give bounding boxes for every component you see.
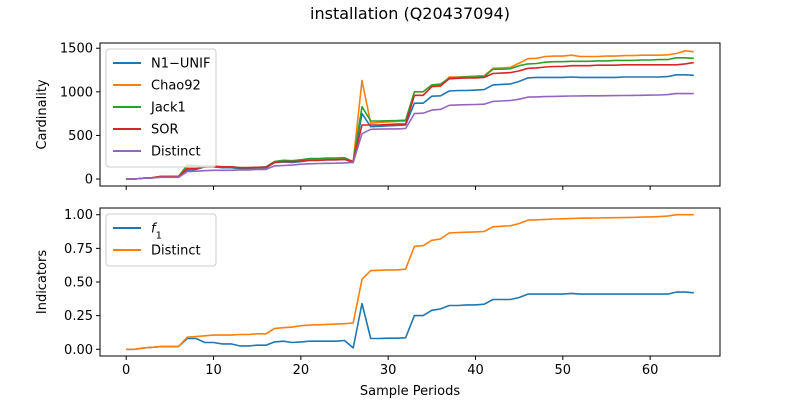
x-tick-label: 30 <box>380 363 397 378</box>
legend-label: Jack1 <box>150 101 186 116</box>
y-tick-label: 0.75 <box>64 242 93 257</box>
x-tick-label: 40 <box>467 363 484 378</box>
legend-box <box>105 48 217 168</box>
y-tick-label: 1500 <box>60 42 93 57</box>
legend-label: Distinct <box>151 145 201 160</box>
y-tick-label: 1000 <box>60 85 93 100</box>
y-tick-label: 500 <box>68 129 93 144</box>
x-axis-label: Sample Periods <box>360 384 460 399</box>
x-tick-label: 0 <box>122 363 130 378</box>
series-line-cardinality-4 <box>126 92 694 180</box>
y-axis-label: Cardinality <box>35 79 50 150</box>
x-tick-label: 50 <box>555 363 572 378</box>
y-tick-label: 1.00 <box>64 208 93 223</box>
legend-label: f1 <box>151 222 162 242</box>
x-tick-label: 60 <box>642 363 659 378</box>
chart-title: installation (Q20437094) <box>310 4 510 23</box>
y-tick-label: 0.25 <box>64 309 93 324</box>
legend-label: Distinct <box>151 244 201 259</box>
series-line-indicators-0 <box>126 291 694 351</box>
legend: f1 Distinct <box>105 213 217 267</box>
x-tick-label: 20 <box>293 363 310 378</box>
y-tick-label: 0.50 <box>64 276 93 291</box>
cardinality-panel: 0 500 1000 1500 Cardinality N1−UNIF Chao92 Jack… <box>35 42 721 190</box>
legend: N1−UNIF Chao92 Jack1 SOR Distinct <box>105 48 217 168</box>
y-tick-label: 0.00 <box>64 343 93 358</box>
plot-frame <box>99 42 721 187</box>
y-tick-label: 0 <box>85 173 93 188</box>
indicators-panel: 0 10 20 30 40 50 60 0.00 0.25 0.50 0.75 1.00 Indicat… <box>35 207 721 399</box>
legend-label: Chao92 <box>151 79 201 94</box>
series-line-indicators-1 <box>126 213 694 351</box>
series-line-cardinality-3 <box>126 61 694 180</box>
x-tick-label: 10 <box>205 363 222 378</box>
y-axis-label: Indicators <box>35 250 50 314</box>
legend-label: SOR <box>151 123 179 138</box>
legend-label: N1−UNIF <box>151 57 210 72</box>
